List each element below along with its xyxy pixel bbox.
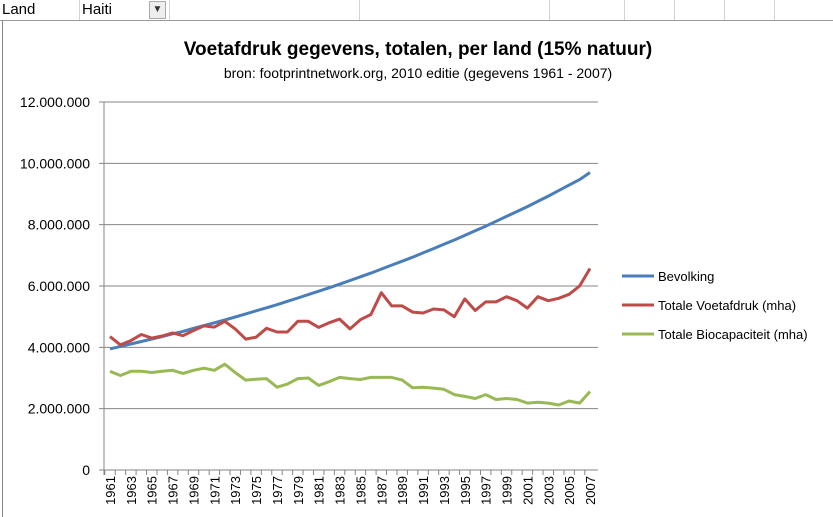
y-tick-label: 12.000.000 — [20, 94, 90, 110]
x-tick-label: 1999 — [500, 476, 515, 505]
x-tick-label: 2001 — [520, 476, 535, 505]
x-tick-label: 1965 — [145, 476, 160, 505]
legend-label: Bevolking — [658, 269, 714, 284]
x-tick-label: 2003 — [541, 476, 556, 505]
y-tick-label: 0 — [82, 462, 90, 478]
x-tick-label: 1989 — [395, 476, 410, 505]
series-line — [109, 171, 591, 351]
empty-cell[interactable] — [675, 0, 725, 20]
y-tick-label: 6.000.000 — [28, 278, 90, 294]
x-tick-label: 1993 — [437, 476, 452, 505]
empty-cell[interactable] — [725, 0, 775, 20]
x-tick-label: 1979 — [291, 476, 306, 505]
x-tick-label: 2007 — [583, 476, 598, 505]
y-tick-label: 2.000.000 — [28, 401, 90, 417]
sheet-header-row: Land Haiti ▼ — [0, 0, 833, 21]
x-tick-label: 1969 — [186, 476, 201, 505]
x-tick-label: 1967 — [166, 476, 181, 505]
x-tick-label: 1977 — [270, 476, 285, 505]
x-tick-label: 1975 — [249, 476, 264, 505]
x-tick-label: 2005 — [562, 476, 577, 505]
x-tick-label: 1973 — [228, 476, 243, 505]
x-tick-label: 1961 — [103, 476, 118, 505]
chart-subtitle: bron: footprintnetwork.org, 2010 editie … — [224, 65, 612, 81]
y-tick-label: 8.000.000 — [28, 217, 90, 233]
x-tick-label: 1995 — [458, 476, 473, 505]
empty-cell[interactable] — [360, 0, 550, 20]
y-tick-label: 10.000.000 — [20, 155, 90, 171]
empty-cell[interactable] — [170, 0, 360, 20]
x-tick-label: 1985 — [353, 476, 368, 505]
series-line — [109, 267, 592, 347]
x-tick-label: 1991 — [416, 476, 431, 505]
legend-label: Totale Voetafdruk (mha) — [658, 298, 796, 313]
filter-value-cell[interactable]: Haiti — [80, 0, 170, 20]
chart-frame[interactable] — [2, 21, 833, 517]
x-tick-label: 1981 — [312, 476, 327, 505]
x-tick-label: 1987 — [374, 476, 389, 505]
series-line — [109, 362, 592, 407]
chart-title: Voetafdruk gegevens, totalen, per land (… — [184, 39, 652, 60]
x-tick-label: 1963 — [124, 476, 139, 505]
empty-cell[interactable] — [625, 0, 675, 20]
empty-cell[interactable] — [550, 0, 625, 20]
filter-label-cell[interactable]: Land — [0, 0, 80, 20]
legend-label: Totale Biocapaciteit (mha) — [658, 327, 808, 342]
x-tick-label: 1971 — [207, 476, 222, 505]
x-tick-label: 1983 — [333, 476, 348, 505]
funnel-icon[interactable]: ▼ — [149, 1, 166, 19]
y-tick-label: 4.000.000 — [28, 339, 90, 355]
x-tick-label: 1997 — [479, 476, 494, 505]
